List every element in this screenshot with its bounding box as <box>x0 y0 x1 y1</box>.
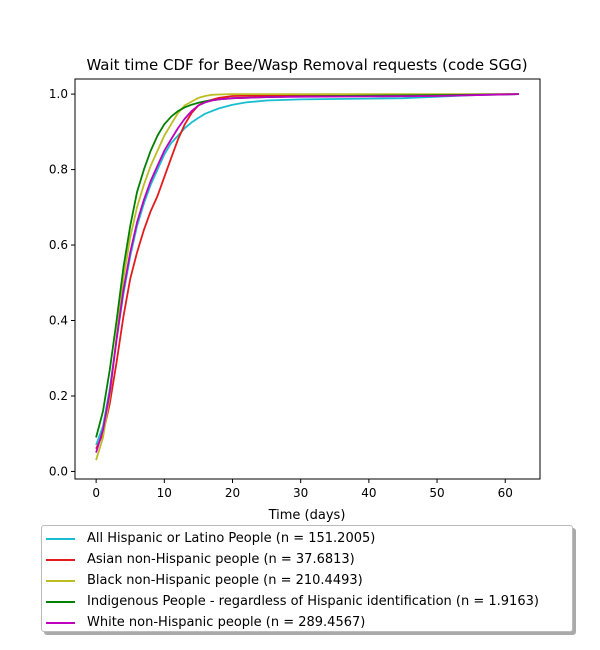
x-tick-label: 10 <box>157 486 172 500</box>
legend-label: Asian non-Hispanic people (n = 37.6813) <box>87 552 355 567</box>
legend-label: Black non-Hispanic people (n = 210.4493) <box>87 573 363 588</box>
y-tick-label: 0.0 <box>49 464 68 478</box>
series-line-2 <box>95 93 519 461</box>
x-tick-label: 0 <box>92 486 100 500</box>
legend-item: All Hispanic or Latino People (n = 151.2… <box>46 528 375 549</box>
legend-swatch <box>46 600 75 603</box>
x-tick-label: 60 <box>498 486 513 500</box>
legend-item: Indigenous People - regardless of Hispan… <box>46 591 539 612</box>
y-tick-label: 0.4 <box>49 314 68 328</box>
y-axis: 0.0 0.2 0.4 0.6 0.8 1.0 <box>49 87 75 478</box>
legend: All Hispanic or Latino People (n = 151.2… <box>41 525 573 632</box>
axes-frame <box>74 78 541 480</box>
legend-swatch <box>46 558 75 561</box>
legend-item: White non-Hispanic people (n = 289.4567) <box>46 612 365 633</box>
legend-label: Indigenous People - regardless of Hispan… <box>87 594 539 609</box>
x-tick-label: 30 <box>293 486 308 500</box>
legend-label: All Hispanic or Latino People (n = 151.2… <box>87 531 376 546</box>
series-line-1 <box>95 93 519 450</box>
series-line-4 <box>95 93 519 453</box>
x-tick-label: 50 <box>429 486 444 500</box>
y-tick-label: 0.8 <box>49 163 68 177</box>
x-axis: 0 10 20 30 40 50 60 <box>92 479 513 500</box>
y-tick-label: 0.2 <box>49 389 68 403</box>
legend-swatch <box>46 621 75 624</box>
y-tick-label: 0.6 <box>49 238 68 252</box>
legend-item: Black non-Hispanic people (n = 210.4493) <box>46 570 363 591</box>
x-tick-label: 40 <box>361 486 376 500</box>
legend-label: White non-Hispanic people (n = 289.4567) <box>87 615 366 630</box>
x-tick-label: 20 <box>225 486 240 500</box>
plot-area <box>95 93 519 461</box>
legend-swatch <box>46 579 75 582</box>
y-tick-label: 1.0 <box>49 87 68 101</box>
legend-swatch <box>46 537 75 540</box>
legend-item: Asian non-Hispanic people (n = 37.6813) <box>46 549 355 570</box>
chart-title: Wait time CDF for Bee/Wasp Removal reque… <box>86 56 527 74</box>
x-axis-label: Time (days) <box>268 508 346 523</box>
